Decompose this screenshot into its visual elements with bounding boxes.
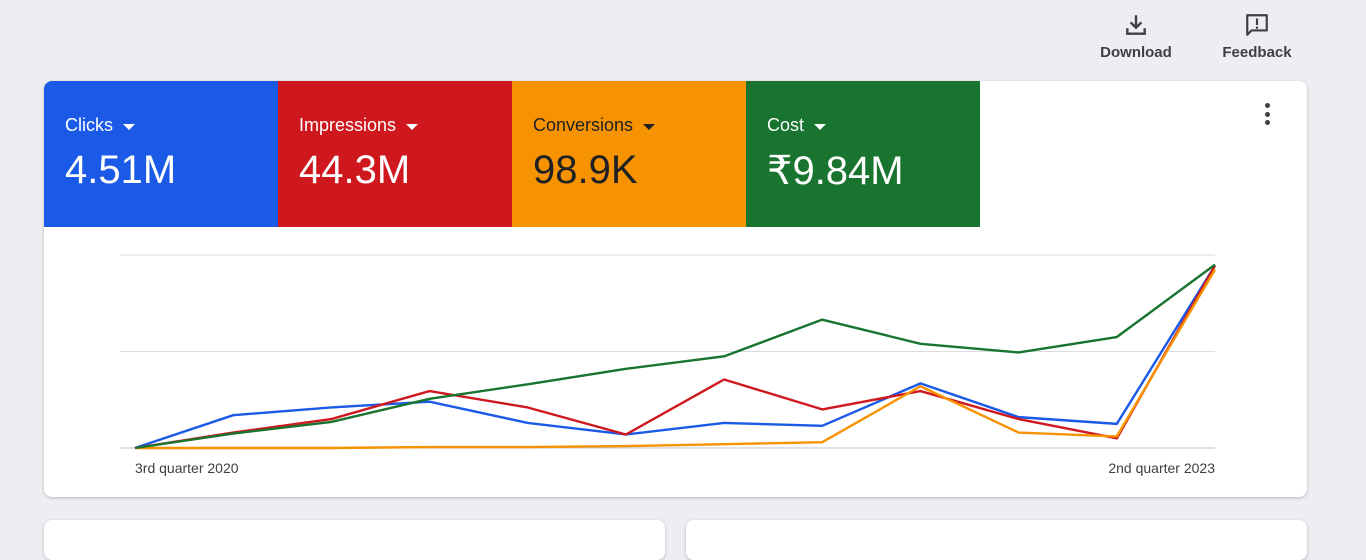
- metric-value: 98.9K: [533, 148, 638, 192]
- lower-left-card: [44, 520, 665, 560]
- series-line-2: [135, 268, 1217, 450]
- series-line-1: [134, 265, 1217, 450]
- dropdown-caret-icon: [643, 123, 656, 130]
- lower-right-card: [686, 520, 1307, 560]
- metric-value: ₹9.84M: [767, 149, 904, 193]
- series-line-0: [134, 264, 1217, 450]
- line-chart: 3rd quarter 2020 2nd quarter 2023: [120, 254, 1217, 476]
- x-tick-label: 2nd quarter 2023: [1108, 460, 1215, 476]
- more-options-button[interactable]: [1255, 101, 1279, 127]
- metric-value: 4.51M: [65, 148, 177, 192]
- metric-impressions[interactable]: Impressions 44.3M: [278, 81, 512, 227]
- dropdown-caret-icon: [406, 123, 419, 130]
- x-tick-label: 3rd quarter 2020: [135, 460, 239, 476]
- metric-label: Conversions: [533, 115, 634, 135]
- metric-value: 44.3M: [299, 148, 411, 192]
- feedback-button[interactable]: Feedback: [1212, 12, 1302, 61]
- download-icon: [1126, 15, 1146, 35]
- metric-cost[interactable]: Cost ₹9.84M: [746, 81, 980, 227]
- metric-label: Clicks: [65, 115, 113, 135]
- metric-tabs: Clicks 4.51M Impressions 44.3M Conversio…: [44, 81, 980, 227]
- more-vert-icon: [1264, 103, 1270, 108]
- metric-label: Cost: [767, 115, 805, 135]
- download-label: Download: [1100, 44, 1172, 61]
- series-line-3: [134, 263, 1216, 450]
- feedback-icon: [1246, 14, 1268, 36]
- dropdown-caret-icon: [814, 123, 827, 130]
- metric-clicks[interactable]: Clicks 4.51M: [44, 81, 278, 227]
- performance-card: Clicks 4.51M Impressions 44.3M Conversio…: [44, 81, 1307, 497]
- dropdown-caret-icon: [123, 123, 135, 130]
- download-button[interactable]: Download: [1091, 12, 1181, 61]
- metric-conversions[interactable]: Conversions 98.9K: [512, 81, 746, 227]
- metric-label: Impressions: [299, 115, 397, 135]
- feedback-label: Feedback: [1222, 44, 1292, 61]
